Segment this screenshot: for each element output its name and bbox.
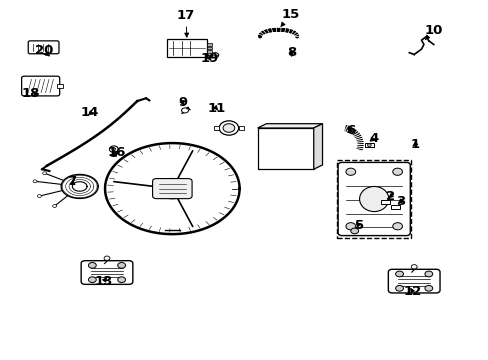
Circle shape [410,265,416,269]
FancyBboxPatch shape [152,179,192,199]
FancyBboxPatch shape [21,76,60,96]
Text: 17: 17 [177,9,195,37]
Bar [390,205,399,210]
Circle shape [53,204,57,207]
Circle shape [211,53,218,58]
Circle shape [181,108,188,113]
Bar [214,126,219,130]
Polygon shape [313,124,322,169]
Circle shape [118,277,125,283]
Text: 4: 4 [368,132,378,145]
Text: 10: 10 [424,24,442,40]
Text: 1: 1 [410,138,419,150]
FancyBboxPatch shape [387,269,439,293]
FancyBboxPatch shape [28,41,59,54]
Circle shape [392,223,402,230]
Bar [364,143,373,147]
Circle shape [392,168,402,175]
Bar [257,128,313,169]
Text: 8: 8 [286,46,296,59]
Bar [57,84,63,88]
Circle shape [345,168,355,175]
Text: 18: 18 [21,87,40,100]
Text: 3: 3 [395,195,405,208]
Text: 16: 16 [107,145,126,158]
Bar [166,40,206,57]
Bar [238,126,243,130]
Text: 19: 19 [200,51,218,64]
Text: 13: 13 [95,275,113,288]
Circle shape [33,180,37,183]
Circle shape [118,262,125,268]
Circle shape [395,285,403,291]
Bar [206,43,211,46]
Circle shape [219,121,238,135]
FancyBboxPatch shape [81,261,133,284]
Bar [206,50,211,53]
Text: 7: 7 [67,175,76,188]
Circle shape [109,146,118,152]
Text: 5: 5 [354,219,363,233]
Circle shape [88,277,96,283]
Bar [336,160,410,238]
Bar [206,46,211,49]
Text: 20: 20 [35,44,54,57]
Text: 9: 9 [178,96,187,109]
Circle shape [424,285,432,291]
Text: 14: 14 [80,106,99,119]
Text: 6: 6 [346,124,355,137]
Ellipse shape [359,186,388,212]
Text: 15: 15 [281,8,299,26]
Circle shape [223,124,234,132]
Circle shape [88,262,96,268]
Circle shape [42,172,46,175]
Circle shape [366,144,370,147]
Bar [380,200,389,204]
Text: 12: 12 [403,285,421,298]
Circle shape [424,271,432,277]
FancyBboxPatch shape [337,162,409,235]
Circle shape [38,195,41,198]
Text: 2: 2 [386,190,394,203]
Circle shape [345,223,355,230]
Polygon shape [257,124,322,128]
Text: 11: 11 [207,102,225,115]
Circle shape [104,256,110,260]
Circle shape [350,228,358,234]
Circle shape [112,148,116,150]
Circle shape [395,271,403,277]
